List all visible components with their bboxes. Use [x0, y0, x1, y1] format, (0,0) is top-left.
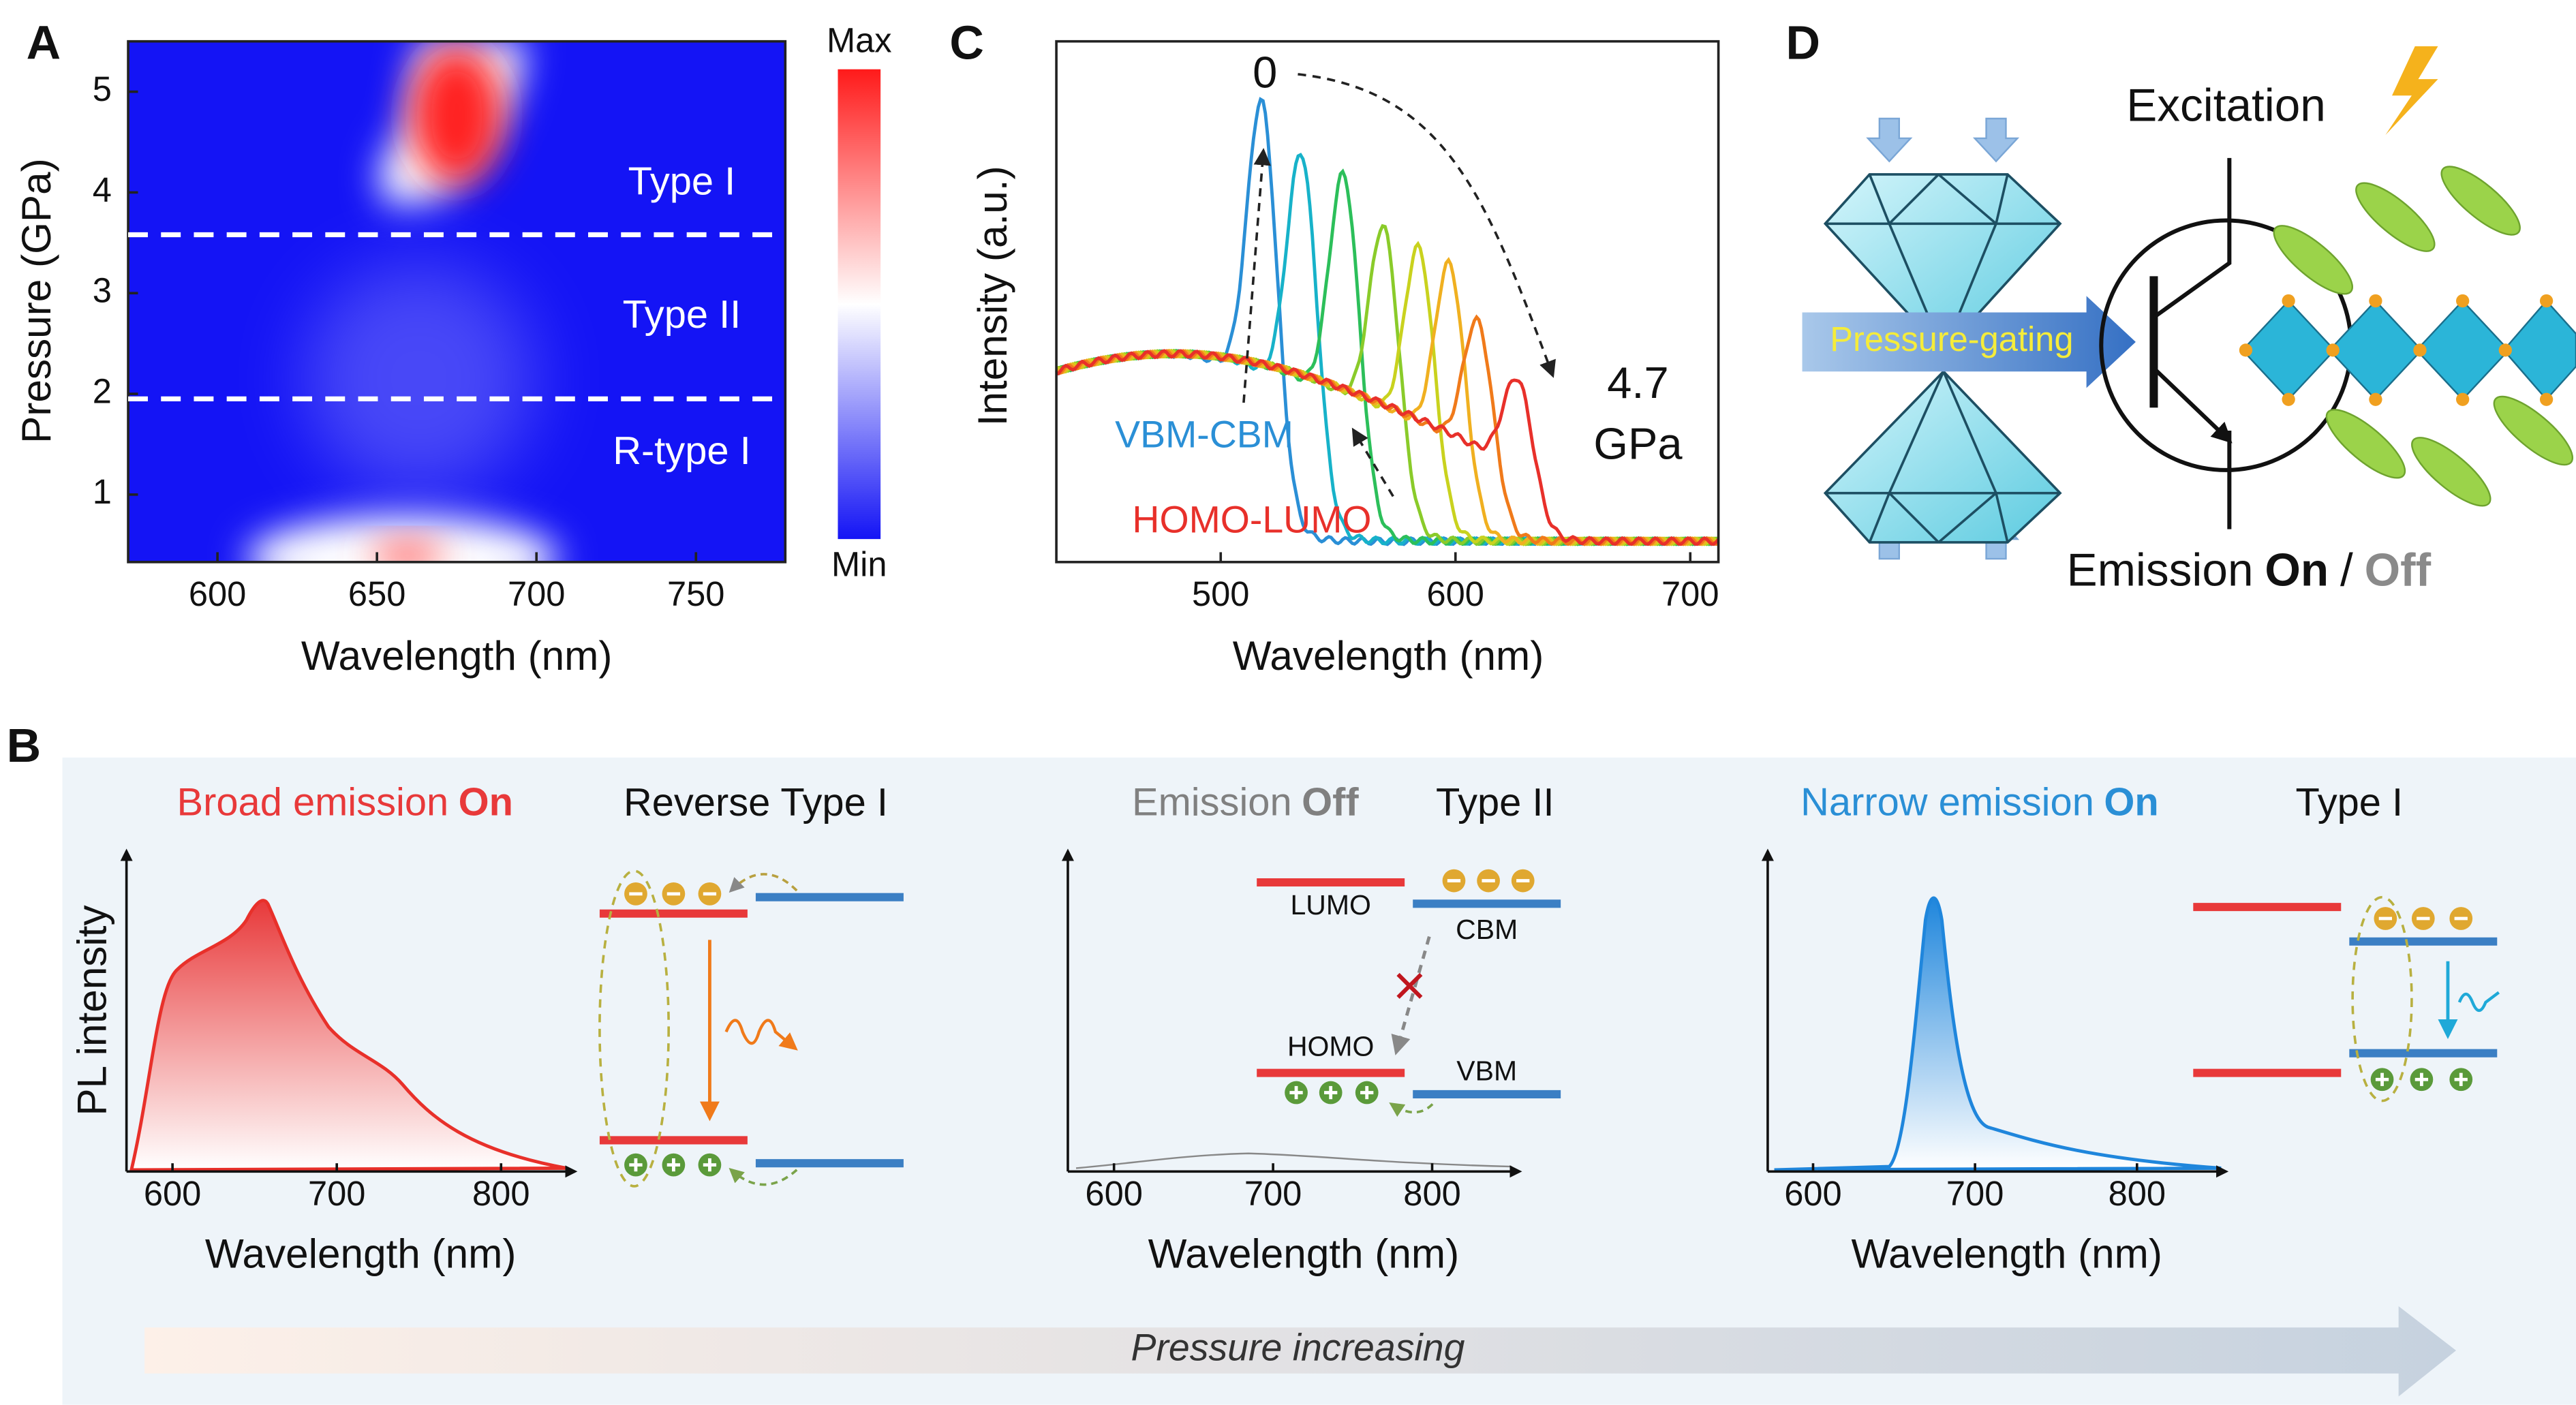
level-label: CBM [1456, 914, 1518, 945]
spectra [1055, 97, 1720, 546]
x-axis-label: Wavelength (nm) [1148, 1231, 1460, 1277]
annotation: HOMO-LUMO [1132, 499, 1371, 541]
x-tick-label: 800 [472, 1174, 530, 1213]
panel-background [62, 757, 2576, 1405]
title-state: On [459, 781, 513, 824]
narrow-spectrum [1774, 896, 2222, 1172]
panel-label: C [949, 16, 983, 69]
colorbar-label: Min [831, 544, 887, 583]
panel-c: C Wavelength (nm) Intensity (a.u.) 0 4.7… [949, 16, 1720, 679]
level-label: HOMO [1287, 1030, 1374, 1062]
title-state: Off [1302, 781, 1359, 824]
spectrum-curve [1056, 349, 1720, 546]
region-label: Type I [628, 160, 736, 204]
panel-label: A [27, 16, 61, 69]
excitation-label: Excitation [2126, 80, 2326, 131]
band-title: Reverse Type I [624, 781, 888, 824]
y-tick-label: 1 [93, 472, 112, 511]
x-axis-label: Wavelength (nm) [205, 1231, 517, 1277]
y-tick-label: 5 [93, 70, 112, 108]
arrow [1298, 73, 1556, 378]
x-tick-label: 650 [348, 574, 405, 613]
y-tick-label: 3 [93, 271, 112, 310]
plot-frame [127, 40, 787, 563]
region-label: Type II [623, 293, 741, 337]
plot-frame [1055, 40, 1720, 563]
title-text: Emission [1132, 781, 1292, 824]
y-axis-label: PL intensity [69, 905, 115, 1115]
band-diagram: LUMO CBM HOMO VBM [1257, 869, 1561, 1117]
title-text: Broad emission [177, 781, 449, 824]
weak-spectrum [1075, 1152, 1512, 1169]
arrow [1351, 427, 1394, 497]
x-tick-label: 700 [508, 574, 565, 613]
gate-arrow [1802, 296, 2136, 388]
on-word: On [2265, 545, 2329, 596]
panel-a: A Wavelength (nm) Pressure (GPa) Type I … [13, 16, 892, 679]
x-tick-label: 700 [1244, 1174, 1302, 1213]
x-tick-label: 700 [308, 1174, 365, 1213]
title-state: On [2104, 781, 2158, 824]
x-tick-label: 600 [1085, 1174, 1142, 1213]
y-tick-label: 2 [93, 371, 112, 410]
x-tick-label: 800 [2109, 1174, 2166, 1213]
panel-d: D Pressure-gating Excita [1785, 16, 2576, 596]
plot-title: Narrow emission On [1800, 781, 2159, 824]
axes: 600 650 700 750 1 2 3 4 5 [93, 70, 786, 613]
broad-spectrum [129, 899, 568, 1172]
panel-label: D [1785, 16, 1820, 69]
x-tick-label: 600 [1427, 574, 1484, 613]
emission-label: Emission On / Off [2067, 545, 2432, 596]
band-diagram [598, 869, 904, 1188]
pressure-arrow [144, 1306, 2457, 1397]
band-title: Type II [1436, 781, 1554, 824]
x-tick-label: 750 [667, 574, 724, 613]
title-text: Narrow emission [1800, 781, 2094, 824]
panel-label: B [7, 719, 41, 772]
y-tick-label: 4 [93, 170, 112, 209]
spectrum-curve [1055, 153, 1720, 546]
x-tick-label: 800 [1403, 1174, 1460, 1213]
region-label: R-type I [613, 429, 751, 473]
colorbar-label: Max [827, 20, 892, 59]
panel-b: B Pressure increasing Broad emission On R… [7, 719, 2576, 1405]
level-label: VBM [1456, 1055, 1517, 1086]
x-tick-label: 600 [1784, 1174, 1841, 1213]
spectrum-curve [1056, 97, 1720, 546]
arrow-label: Pressure increasing [1131, 1327, 1465, 1369]
plot-title: Emission Off [1132, 781, 1359, 824]
band-title: Type I [2296, 781, 2404, 824]
gate-label: Pressure-gating [1830, 320, 2073, 358]
x-tick-label: 500 [1192, 574, 1249, 613]
slash: / [2340, 545, 2353, 596]
start-label: 0 [1253, 48, 1277, 97]
band-diagram [2193, 895, 2500, 1102]
emission-word: Emission [2067, 545, 2254, 596]
off-word: Off [2365, 545, 2432, 596]
annotation: VBM-CBM [1115, 413, 1293, 455]
lightning [2385, 46, 2438, 136]
end-label: 4.7 [1607, 358, 1668, 407]
level-label: LUMO [1290, 889, 1370, 921]
x-axis-label: Wavelength (nm) [1851, 1231, 2162, 1277]
y-axis-label: Intensity (a.u.) [969, 166, 1015, 426]
end-label: GPa [1593, 418, 1683, 468]
x-axis-label: Wavelength (nm) [1233, 632, 1544, 679]
x-tick-label: 700 [1946, 1174, 2004, 1213]
x-tick-label: 700 [1661, 574, 1719, 613]
heatmap [128, 41, 786, 562]
y-axis-label: Pressure (GPa) [13, 158, 59, 444]
plot-title: Broad emission On [177, 781, 513, 824]
x-axis-label: Wavelength (nm) [301, 632, 612, 679]
perovskite-chain [2239, 166, 2576, 507]
x-tick-label: 600 [144, 1174, 201, 1213]
colorbar [838, 69, 881, 540]
arrow [1242, 148, 1271, 403]
axes: 500 600 700 [1192, 552, 1719, 613]
x-tick-label: 600 [189, 574, 246, 613]
